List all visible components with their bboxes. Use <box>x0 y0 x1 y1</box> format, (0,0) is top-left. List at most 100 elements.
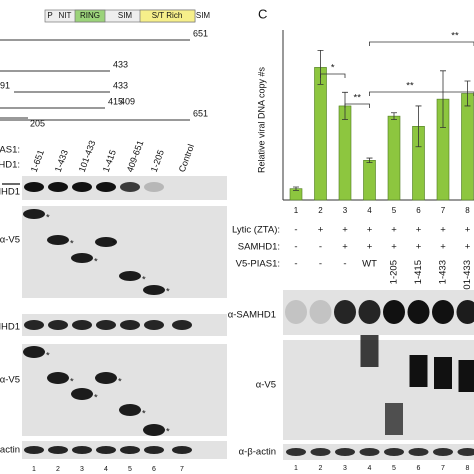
bar <box>461 93 474 201</box>
band <box>434 357 452 389</box>
band <box>72 446 92 454</box>
band <box>120 182 140 192</box>
x-tick-label: 8 <box>465 206 470 215</box>
condition-value: + <box>465 225 471 236</box>
condition-value: + <box>416 242 422 253</box>
condition-value: + <box>367 225 373 236</box>
x-tick-label: 2 <box>318 206 323 215</box>
band-marker: * <box>166 427 170 438</box>
blot <box>22 344 227 436</box>
band <box>23 346 45 358</box>
sig-bracket <box>320 73 346 78</box>
band-marker: * <box>112 239 116 250</box>
condition-value: 101-433 <box>462 260 473 295</box>
domain-diagram <box>0 9 196 121</box>
condition-value: - <box>319 259 322 270</box>
condition-value: + <box>440 225 446 236</box>
lane-number: 7 <box>180 466 184 473</box>
error-bar <box>464 80 471 107</box>
band <box>95 372 117 384</box>
lane-number: 4 <box>368 465 372 472</box>
condition-value: - <box>319 242 322 253</box>
blot-label: α-V5 <box>256 380 276 391</box>
domain-label: S/T Rich <box>152 11 183 20</box>
condition-value: 1-205 <box>389 260 400 284</box>
band-marker: * <box>118 377 122 388</box>
condition-label: SAMHD1: <box>238 242 280 253</box>
band <box>119 404 141 416</box>
sig-label: ** <box>406 81 414 92</box>
x-tick-label: 1 <box>294 206 299 215</box>
y-axis-label: Relative viral DNA copy #s <box>256 66 266 173</box>
band-marker: * <box>142 275 146 286</box>
band <box>384 448 404 456</box>
lane-number: 1 <box>32 466 36 473</box>
domain-label: P <box>47 11 52 20</box>
band <box>71 388 93 400</box>
lane-number: 3 <box>80 466 84 473</box>
lane-number: 2 <box>56 466 60 473</box>
band <box>24 182 44 192</box>
band <box>144 446 164 454</box>
row-label: α-V5 <box>0 235 20 246</box>
lane-number: 1 <box>294 465 298 472</box>
band <box>409 355 428 387</box>
band-marker: * <box>46 351 50 362</box>
error-bar <box>293 186 299 191</box>
row-label: α-V5 <box>0 375 20 386</box>
band-marker: * <box>70 239 74 250</box>
band <box>119 271 141 281</box>
error-bar <box>440 70 446 128</box>
band <box>24 446 44 454</box>
construct-end: 205 <box>30 118 45 128</box>
band <box>72 320 92 330</box>
lane-number: 8 <box>466 465 470 472</box>
row-label: actin <box>0 445 20 456</box>
condition-value: WT <box>362 259 377 270</box>
row-label: HD1: <box>0 160 20 171</box>
construct-end: 409 <box>120 96 135 106</box>
error-bar <box>415 105 422 148</box>
band <box>433 448 453 456</box>
band <box>360 335 379 367</box>
row-label: PIAS1: <box>0 145 20 156</box>
lane-number: 7 <box>441 465 445 472</box>
band <box>458 360 474 392</box>
bar <box>314 67 327 201</box>
band-marker: * <box>142 409 146 420</box>
condition-value: + <box>391 225 397 236</box>
band <box>143 424 165 436</box>
condition-value: - <box>294 225 297 236</box>
condition-value: + <box>416 225 422 236</box>
band <box>456 300 474 324</box>
lane-number: 5 <box>392 465 396 472</box>
sig-bracket <box>344 103 370 108</box>
condition-value: 1-433 <box>438 260 449 284</box>
lane-number: 6 <box>152 466 156 473</box>
band <box>71 253 93 263</box>
lane-number: 4 <box>104 466 108 473</box>
error-bar <box>366 157 373 163</box>
band <box>385 403 403 435</box>
condition-label: V5-PIAS1: <box>236 259 280 270</box>
condition-value: + <box>318 225 324 236</box>
band <box>96 320 116 330</box>
band <box>172 320 192 330</box>
bar <box>363 160 376 201</box>
band <box>172 446 192 454</box>
condition-value: + <box>440 242 446 253</box>
condition-value: - <box>294 242 297 253</box>
band <box>24 320 44 330</box>
construct-end: 91 <box>0 80 10 90</box>
band-marker: * <box>46 213 50 224</box>
band-marker: * <box>94 393 98 404</box>
x-tick-label: 4 <box>367 206 372 215</box>
lane-number: 5 <box>128 466 132 473</box>
ring-domain <box>74 9 106 23</box>
band <box>383 300 405 324</box>
band <box>359 448 380 456</box>
sig-label: ** <box>354 93 362 104</box>
band <box>47 235 69 245</box>
band-marker: * <box>70 377 74 388</box>
